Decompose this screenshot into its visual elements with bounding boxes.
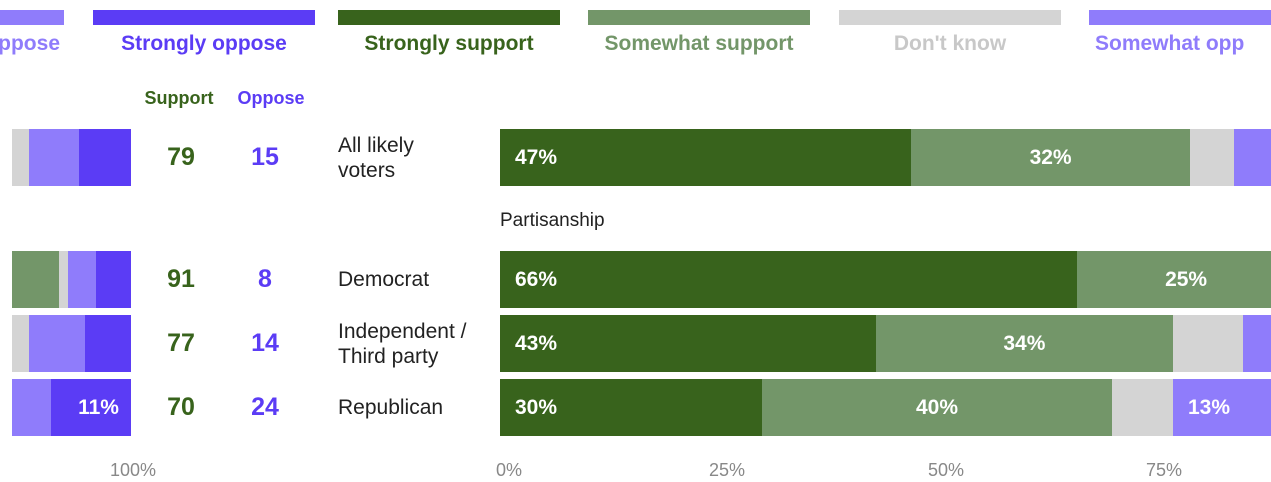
legend-label: Somewhat support [604, 32, 794, 55]
data-label-strongly-support: 66% [515, 267, 558, 291]
row-label-line: Third party [338, 344, 439, 368]
x-tick-label: 100% [109, 460, 157, 480]
legend-item-dont-know: Don't know [839, 10, 1061, 70]
legend-item-somewhat-oppose-left: oppose [0, 10, 64, 70]
left-bar-somewhat-support [12, 251, 60, 308]
legend-label: Don't know [893, 32, 1007, 55]
row-label: Republican [338, 395, 443, 420]
x-tick-label: 50% [927, 460, 965, 480]
x-tick-label: 0% [495, 460, 522, 480]
legend-swatch [0, 10, 64, 25]
bar-strongly-support: 47% [500, 129, 911, 186]
legend-item-strongly-support: Strongly support [338, 10, 560, 70]
x-tick-label: 25% [708, 460, 746, 480]
bar-somewhat-support: 34% [875, 315, 1173, 372]
support-total: 79 [167, 143, 195, 171]
data-label-strongly-oppose: 11% [78, 395, 119, 419]
left-bar-strongly-oppose [79, 129, 131, 186]
row-label-line: Independent / [338, 319, 467, 343]
bar-somewhat-oppose: 13% [1172, 379, 1271, 436]
section-label-partisanship: Partisanship [500, 210, 605, 231]
data-label-somewhat-support: 25% [1165, 267, 1208, 291]
left-bar-somewhat-oppose [68, 251, 97, 308]
bar-somewhat-support: 25% [1076, 251, 1271, 308]
bar-strongly-support: 43% [500, 315, 876, 372]
legend-label: Strongly support [364, 32, 534, 55]
oppose-total: 24 [251, 393, 279, 421]
bar-somewhat-oppose [1234, 129, 1271, 186]
legend-label: oppose [0, 32, 60, 55]
row-label: All likely voters [338, 133, 414, 183]
oppose-total: 15 [251, 143, 279, 171]
bar-strongly-support: 66% [500, 251, 1077, 308]
bar-dont-know [1190, 129, 1235, 186]
left-bar-somewhat-oppose [12, 379, 52, 436]
legend-swatch [338, 10, 560, 25]
bar-dont-know [1111, 379, 1173, 436]
row-label-line: Democrat [338, 268, 430, 291]
data-label-strongly-support: 43% [515, 331, 558, 355]
data-label-strongly-support: 47% [515, 145, 558, 169]
x-tick-label: 75% [1145, 460, 1183, 480]
legend-label: Strongly oppose [121, 32, 287, 55]
data-label-strongly-support: 30% [515, 395, 558, 419]
support-total: 91 [167, 265, 195, 293]
bar-somewhat-support: 32% [910, 129, 1191, 186]
row-label-line: Republican [338, 396, 444, 419]
legend-item-somewhat-support: Somewhat support [588, 10, 810, 70]
left-bar-strongly-oppose: 11% [51, 379, 131, 436]
oppose-total: 8 [258, 265, 272, 293]
oppose-header: Oppose [237, 88, 305, 108]
row-label: Independent / Third party [338, 319, 466, 369]
left-bar-dont-know [59, 251, 69, 308]
left-bar-dont-know [12, 129, 29, 186]
data-label-somewhat-support: 40% [915, 395, 958, 419]
left-bar-dont-know [12, 315, 29, 372]
support-total: 77 [167, 329, 195, 357]
legend-swatch [839, 10, 1061, 25]
left-bar-strongly-oppose [85, 315, 131, 372]
row-label: Democrat [338, 267, 429, 292]
support-header: Support [144, 88, 214, 108]
legend-swatch [588, 10, 810, 25]
oppose-total: 14 [251, 329, 279, 357]
legend-swatch [93, 10, 315, 25]
bar-strongly-support: 30% [500, 379, 763, 436]
legend-label: Somewhat opp [1095, 32, 1245, 55]
row-label-line: All likely [338, 133, 414, 157]
bar-somewhat-support: 40% [762, 379, 1112, 436]
data-label-somewhat-support: 32% [1029, 145, 1072, 169]
support-total: 70 [167, 393, 195, 421]
bar-somewhat-oppose [1242, 315, 1271, 372]
bar-dont-know [1172, 315, 1243, 372]
legend-item-strongly-oppose: Strongly oppose [93, 10, 315, 70]
row-label-line: voters [338, 158, 396, 182]
left-bar-strongly-oppose [96, 251, 131, 308]
left-bar-somewhat-oppose [29, 315, 85, 372]
data-label-somewhat-oppose: 13% [1187, 395, 1230, 419]
legend-item-somewhat-oppose: Somewhat opp [1089, 10, 1271, 70]
data-label-somewhat-support: 34% [1003, 331, 1046, 355]
legend-swatch [1089, 10, 1271, 25]
left-bar-somewhat-oppose [29, 129, 80, 186]
